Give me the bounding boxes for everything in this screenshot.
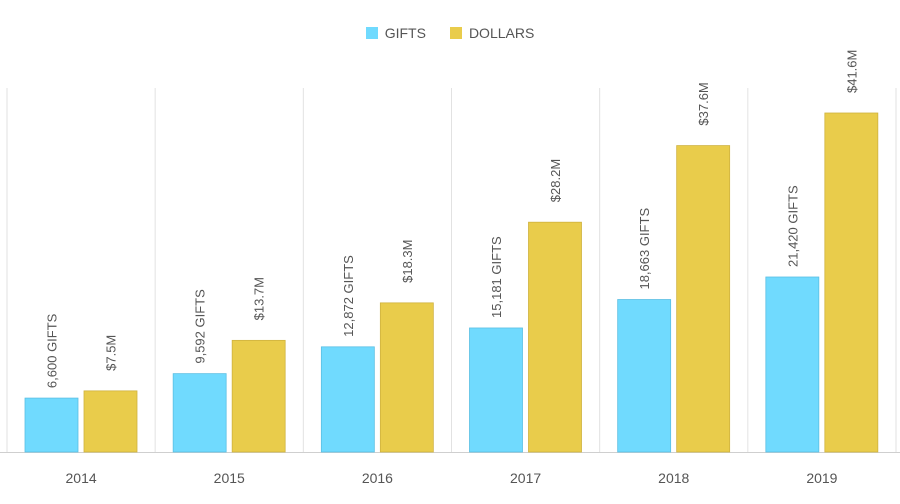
bar-gifts-2018 <box>617 299 672 453</box>
data-label-dollars-2016: $18.3M <box>400 239 415 282</box>
bar-dollars-2017 <box>528 221 582 453</box>
data-label-gifts-2017: 15,181 GIFTS <box>489 236 504 318</box>
data-label-dollars-2019: $41.6M <box>844 50 859 93</box>
legend: GIFTS DOLLARS <box>0 25 900 41</box>
data-label-gifts-2019: 21,420 GIFTS <box>785 185 800 267</box>
data-label-gifts-2018: 18,663 GIFTS <box>637 208 652 290</box>
bar-dollars-2019 <box>824 112 879 453</box>
legend-label-dollars: DOLLARS <box>468 25 535 41</box>
x-tick-label-2018: 2018 <box>658 470 689 486</box>
data-label-dollars-2015: $13.7M <box>252 277 267 320</box>
data-label-gifts-2014: 6,600 GIFTS <box>45 313 60 388</box>
x-tick-label-2016: 2016 <box>362 470 393 486</box>
legend-label-gifts: GIFTS <box>384 25 426 41</box>
data-label-dollars-2014: $7.5M <box>104 335 119 371</box>
data-label-gifts-2016: 12,872 GIFTS <box>341 255 356 337</box>
bar-gifts-2019 <box>765 276 820 453</box>
legend-item-dollars: DOLLARS <box>449 25 535 41</box>
x-tick-label-2015: 2015 <box>214 470 245 486</box>
bar-gifts-2014 <box>24 397 79 453</box>
bar-dollars-2014 <box>83 390 138 453</box>
data-label-dollars-2017: $28.2M <box>548 159 563 202</box>
bar-gifts-2017 <box>469 327 523 453</box>
x-tick-label-2014: 2014 <box>66 470 97 486</box>
data-label-dollars-2018: $37.6M <box>696 82 711 125</box>
bar-dollars-2016 <box>379 302 434 453</box>
bar-gifts-2015 <box>172 373 227 453</box>
bar-gifts-2016 <box>320 346 375 453</box>
x-tick-label-2017: 2017 <box>510 470 541 486</box>
bar-dollars-2018 <box>676 145 731 453</box>
legend-swatch-dollars <box>449 27 462 39</box>
legend-item-gifts: GIFTS <box>365 25 426 41</box>
bar-dollars-2015 <box>231 339 286 453</box>
data-label-gifts-2015: 9,592 GIFTS <box>193 289 208 364</box>
legend-swatch-gifts <box>365 27 378 39</box>
x-tick-label-2019: 2019 <box>806 470 837 486</box>
